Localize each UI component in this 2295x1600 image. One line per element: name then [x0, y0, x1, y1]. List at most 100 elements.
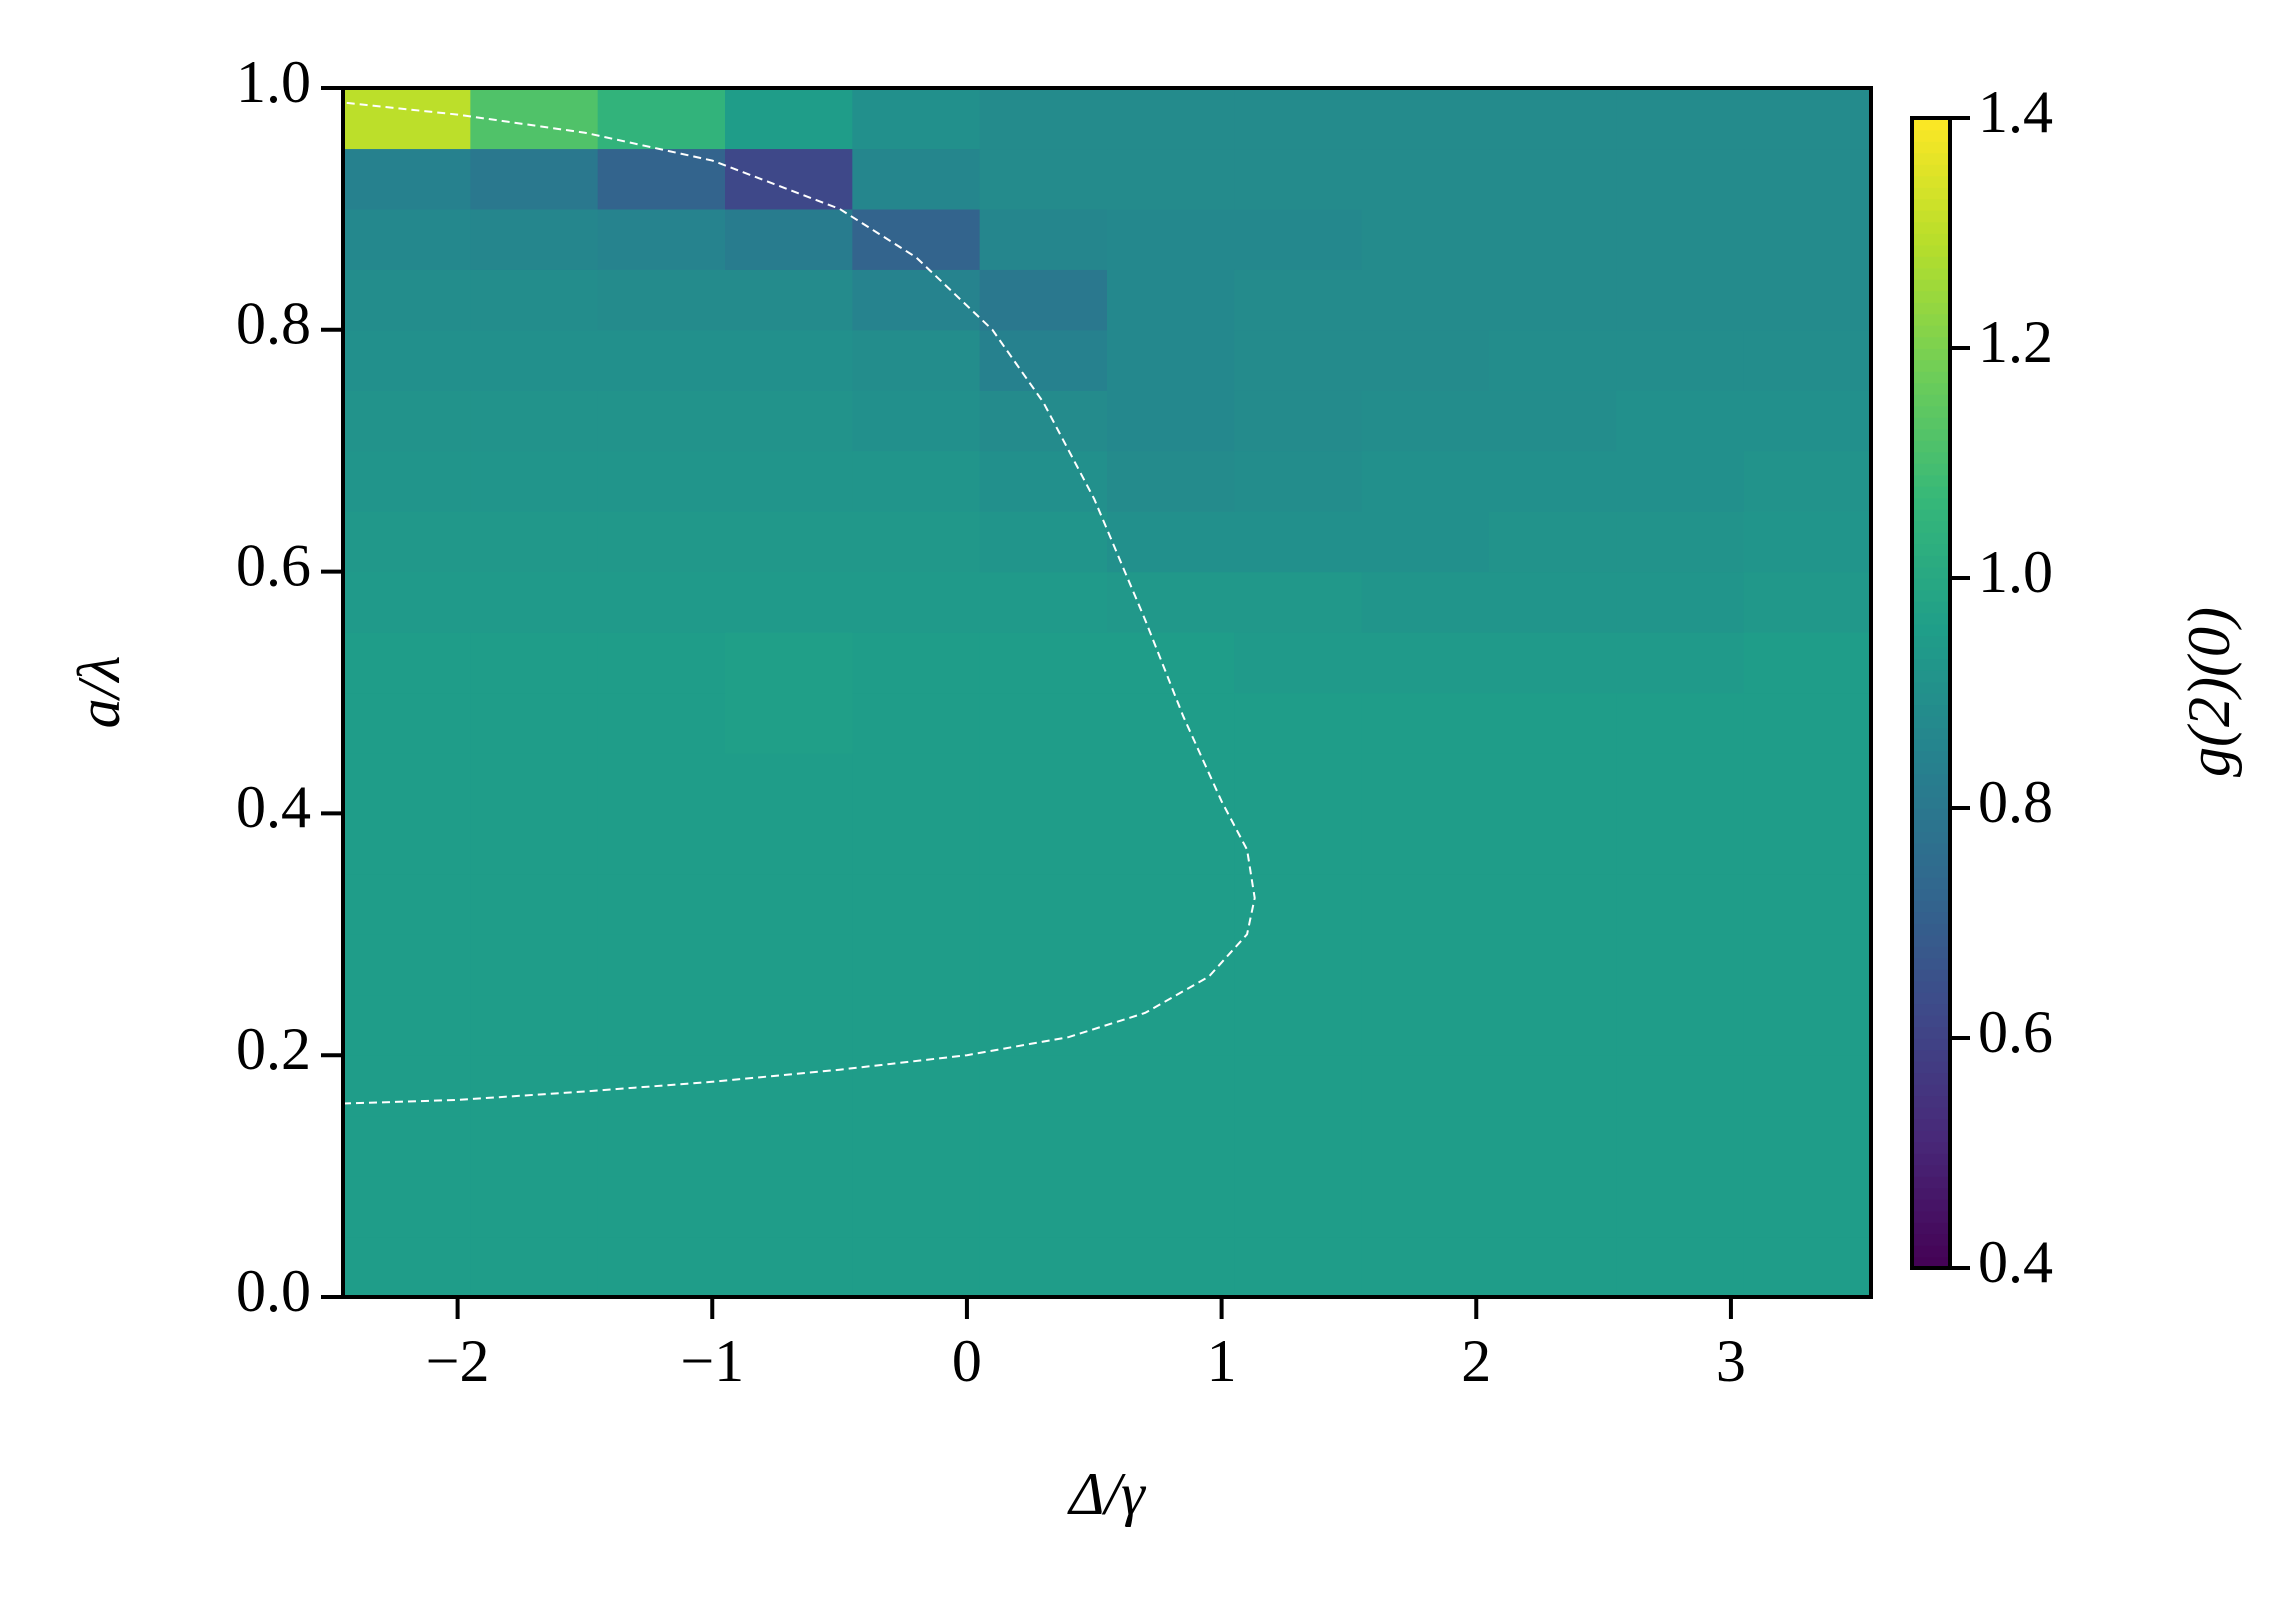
x-tick-label: −2: [426, 1328, 490, 1394]
heatmap-cell: [597, 1115, 726, 1177]
heatmap-cell: [1616, 88, 1745, 150]
colorbar-segment: [1912, 509, 1950, 522]
heatmap-cell: [470, 208, 599, 270]
colorbar-segment: [1912, 141, 1950, 154]
heatmap-cell: [1234, 1115, 1363, 1177]
colorbar-segment: [1912, 819, 1950, 832]
heatmap-cell: [1107, 88, 1235, 150]
colorbar-label: g(2)(0): [2176, 607, 2242, 777]
heatmap-cell: [597, 390, 726, 452]
heatmap-cell: [1107, 1176, 1235, 1238]
colorbar-segment: [1912, 578, 1950, 591]
heatmap-cell: [852, 692, 981, 754]
heatmap-cell: [725, 511, 853, 573]
heatmap-cell: [852, 752, 981, 814]
colorbar-segment: [1912, 1245, 1950, 1258]
heatmap-cell: [1361, 994, 1490, 1056]
colorbar-segment: [1912, 1003, 1950, 1016]
colorbar-segment: [1912, 233, 1950, 246]
heatmap-cell: [1361, 1115, 1490, 1177]
heatmap-cell: [1743, 934, 1872, 996]
colorbar-tick-label: 0.6: [1978, 999, 2053, 1065]
heatmap-cell: [343, 511, 471, 573]
colorbar-tick-label: 0.4: [1978, 1229, 2053, 1295]
heatmap-cell: [725, 1115, 853, 1177]
heatmap-cell: [1361, 1055, 1490, 1117]
heatmap-cell: [597, 813, 726, 875]
heatmap-cell: [1743, 208, 1872, 270]
colorbar-segment: [1912, 969, 1950, 982]
colorbar-segment: [1912, 302, 1950, 315]
heatmap-cell: [343, 692, 471, 754]
x-tick-label: 2: [1461, 1328, 1491, 1394]
colorbar-segment: [1912, 946, 1950, 959]
y-tick-label: 0.4: [236, 774, 311, 840]
heatmap-cell: [470, 1055, 599, 1117]
heatmap-cell: [343, 450, 471, 512]
heatmap-cell: [1107, 934, 1235, 996]
colorbar-segment: [1912, 808, 1950, 821]
heatmap-cell: [1743, 1176, 1872, 1238]
heatmap-cell: [725, 1236, 853, 1298]
colorbar-segment: [1912, 348, 1950, 361]
heatmap-cell: [597, 450, 726, 512]
heatmap-cell: [1743, 632, 1872, 694]
heatmap-cell: [1616, 329, 1745, 391]
heatmap-cell: [1361, 873, 1490, 935]
heatmap-cell: [1234, 813, 1363, 875]
y-axis-label: a/λ: [66, 656, 132, 729]
heatmap-cell: [597, 752, 726, 814]
heatmap-cell: [343, 1055, 471, 1117]
y-tick-label: 0.8: [236, 291, 311, 357]
colorbar-segment: [1912, 992, 1950, 1005]
heatmap-cell: [343, 88, 471, 150]
heatmap-cell: [725, 390, 853, 452]
heatmap-cell: [725, 632, 853, 694]
heatmap-cell: [597, 269, 726, 331]
colorbar-segment: [1912, 1026, 1950, 1039]
heatmap-cell: [1743, 88, 1872, 150]
heatmap-cell: [852, 1236, 981, 1298]
colorbar-segment: [1912, 118, 1950, 131]
colorbar-segment: [1912, 221, 1950, 234]
x-tick-label: −1: [680, 1328, 744, 1394]
heatmap-cell: [1361, 88, 1490, 150]
colorbar-segment: [1912, 1141, 1950, 1154]
colorbar-segment: [1912, 1256, 1950, 1269]
colorbar-frame: [1910, 116, 1952, 1270]
colorbar-segment: [1912, 394, 1950, 407]
heatmap-cell: [1107, 1236, 1235, 1298]
heatmap-cell: [1743, 329, 1872, 391]
colorbar-segment: [1912, 1153, 1950, 1166]
colorbar-segment: [1912, 900, 1950, 913]
heatmap-cell: [1234, 692, 1363, 754]
colorbar-segment: [1912, 267, 1950, 280]
heatmap-cell: [1616, 813, 1745, 875]
colorbar-segment: [1912, 1176, 1950, 1189]
colorbar-segment: [1912, 589, 1950, 602]
heatmap-cell: [470, 873, 599, 935]
heatmap-cell: [1616, 994, 1745, 1056]
heatmap-cell: [1743, 1055, 1872, 1117]
heatmap-cell: [1743, 450, 1872, 512]
heatmap-cell: [343, 934, 471, 996]
heatmap-cell: [1234, 632, 1363, 694]
heatmap-cell: [1743, 1236, 1872, 1298]
colorbar-tick-label: 0.8: [1978, 769, 2053, 835]
heatmap-cell: [1361, 813, 1490, 875]
heatmap-cell: [1489, 571, 1617, 633]
heatmap-cell: [979, 1115, 1108, 1177]
x-axis-label: Δ/γ: [1067, 1461, 1146, 1527]
heatmap-cell: [1361, 934, 1490, 996]
heatmap-cell: [1616, 1055, 1745, 1117]
heatmap-cell: [343, 752, 471, 814]
colorbar-tick-label: 1.2: [1978, 309, 2053, 375]
colorbar-segment: [1912, 785, 1950, 798]
heatmap-cell: [1743, 390, 1872, 452]
colorbar-segment: [1912, 658, 1950, 671]
heatmap-cell: [1234, 752, 1363, 814]
heatmap-cell: [725, 208, 853, 270]
heatmap-cell: [1234, 148, 1363, 210]
heatmap-cell: [1107, 752, 1235, 814]
heatmap-cell: [597, 692, 726, 754]
